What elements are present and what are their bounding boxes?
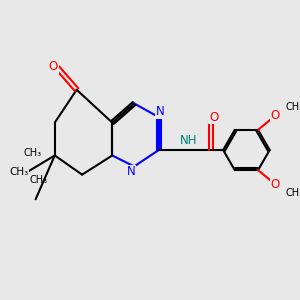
Text: O: O [271, 109, 280, 122]
Text: CH₃: CH₃ [286, 188, 300, 198]
Text: O: O [271, 178, 280, 191]
Text: NH: NH [180, 134, 198, 147]
Text: CH₃: CH₃ [286, 102, 300, 112]
Text: CH₃: CH₃ [24, 148, 42, 158]
Text: O: O [209, 111, 218, 124]
Text: O: O [49, 60, 58, 73]
Text: CH₃: CH₃ [10, 167, 29, 177]
Text: N: N [156, 105, 164, 118]
Text: CH₃: CH₃ [29, 175, 47, 185]
Text: N: N [127, 165, 136, 178]
